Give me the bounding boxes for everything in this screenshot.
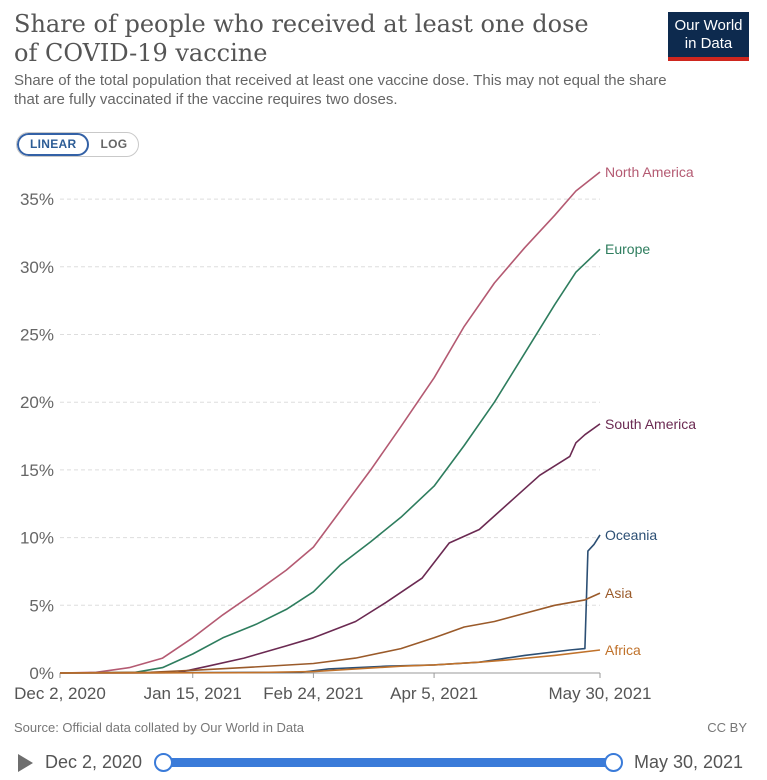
x-tick-label: Jan 15, 2021 <box>144 684 242 703</box>
series-line-north-america <box>59 171 601 674</box>
timeline-start-handle[interactable] <box>154 753 173 772</box>
chart-title: Share of people who received at least on… <box>14 10 589 67</box>
owid-logo[interactable]: Our World in Data <box>668 12 749 61</box>
series-line-south-america <box>59 423 601 674</box>
line-chart: 0% 5% 10% 15% 20% 25% 30% 35% Dec 2, 2020 Jan 15,… <box>14 164 696 703</box>
series-line-europe <box>59 248 601 674</box>
x-tick-label: Feb 24, 2021 <box>263 684 363 703</box>
y-tick-label: 0% <box>29 664 54 683</box>
timeline-end-handle[interactable] <box>604 753 623 772</box>
timeline-start-label: Dec 2, 2020 <box>45 752 143 772</box>
series-label-oceania: Oceania <box>605 527 657 543</box>
y-tick-label: 20% <box>20 393 54 412</box>
y-tick-label: 10% <box>20 529 54 548</box>
chart-subtitle: Share of the total population that recei… <box>14 72 667 108</box>
y-tick-label: 35% <box>20 190 54 209</box>
play-icon[interactable] <box>18 754 33 772</box>
y-tick-label: 5% <box>29 596 54 615</box>
license-link[interactable]: CC BY <box>707 720 747 735</box>
series-label-europe: Europe <box>605 241 650 257</box>
logo-line-1: Our World <box>674 17 743 34</box>
series-line-asia <box>59 592 601 674</box>
series-line-oceania <box>59 534 601 674</box>
x-tick-label: Dec 2, 2020 <box>14 684 106 703</box>
series-label-north-america: North America <box>605 164 694 180</box>
timeline-track[interactable] <box>163 758 613 767</box>
x-tick-label: May 30, 2021 <box>548 684 651 703</box>
y-tick-label: 15% <box>20 461 54 480</box>
y-tick-label: 25% <box>20 325 54 344</box>
y-tick-label: 30% <box>20 258 54 277</box>
timeline-end-label: May 30, 2021 <box>634 752 744 772</box>
series-label-south-america: South America <box>605 416 696 432</box>
timeline: Dec 2, 2020 May 30, 2021 <box>0 745 767 780</box>
x-tick-label: Apr 5, 2021 <box>390 684 478 703</box>
series-label-asia: Asia <box>605 585 632 601</box>
source-note[interactable]: Source: Official data collated by Our Wo… <box>14 720 304 735</box>
linear-scale-button[interactable]: LINEAR <box>17 133 90 156</box>
series-label-africa: Africa <box>605 642 641 658</box>
logo-line-2: in Data <box>684 35 733 52</box>
series-line-africa <box>59 649 601 674</box>
log-scale-button[interactable]: LOG <box>100 137 128 151</box>
scale-toggle: LINEAR LOG <box>16 132 140 157</box>
